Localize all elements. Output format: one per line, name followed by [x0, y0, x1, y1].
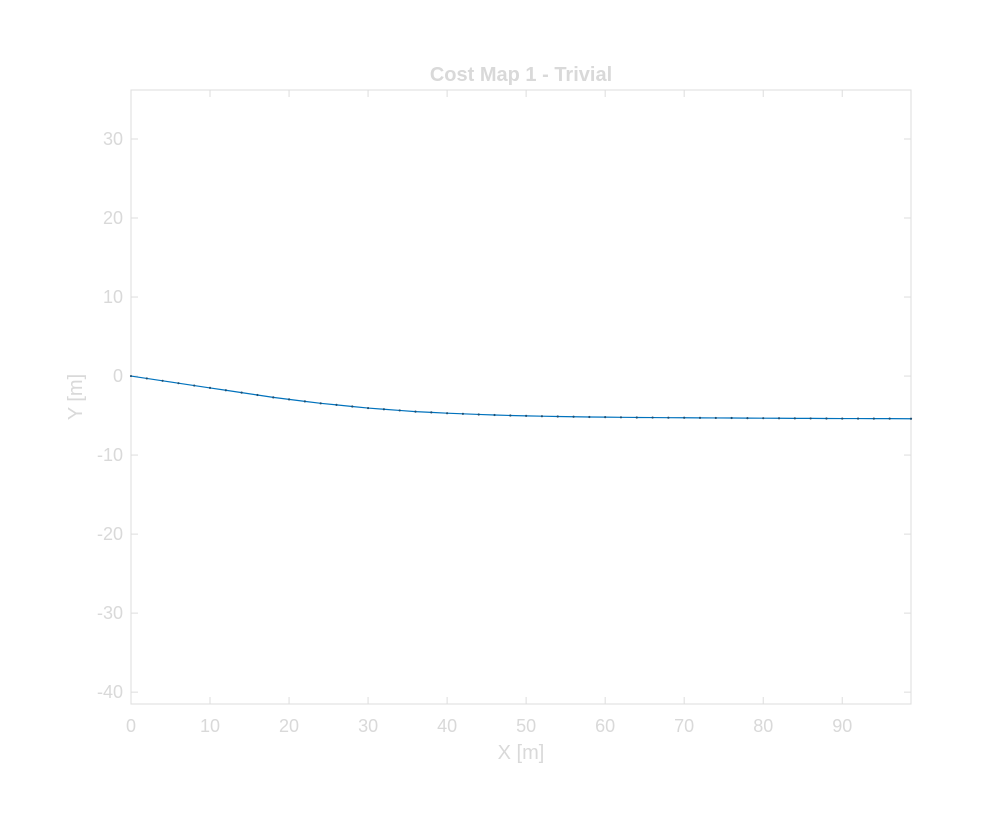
y-axis-label: Y [m] [65, 374, 87, 420]
data-point [208, 386, 212, 390]
data-point [525, 414, 528, 417]
data-point [777, 417, 781, 420]
x-tick-label: 30 [358, 716, 378, 736]
data-point [730, 416, 733, 420]
data-point [909, 417, 913, 420]
data-point [398, 409, 401, 412]
x-tick-label: 0 [126, 716, 136, 736]
data-point [366, 406, 370, 410]
data-point [193, 384, 196, 387]
y-tick-label: -20 [97, 524, 123, 544]
x-tick-label: 60 [595, 716, 615, 736]
data-point [651, 416, 654, 419]
data-point [493, 413, 496, 417]
axis-ticks [130, 90, 911, 704]
series-line [130, 375, 912, 420]
y-tick-label: 30 [103, 129, 123, 149]
data-point [414, 410, 417, 413]
data-point [540, 415, 544, 418]
y-tick-label: 0 [113, 366, 123, 386]
series-group [129, 374, 913, 420]
data-point [477, 413, 480, 416]
data-point [335, 403, 338, 407]
data-point [556, 415, 559, 418]
data-point [145, 377, 148, 380]
data-point [588, 415, 591, 419]
x-tick-label: 80 [753, 716, 773, 736]
data-point [746, 416, 749, 420]
data-point [461, 412, 465, 415]
data-point [430, 411, 433, 414]
data-point [635, 416, 638, 419]
x-tick-label: 70 [674, 716, 694, 736]
y-tick-label: -40 [97, 682, 123, 702]
chart-title: Cost Map 1 - Trivial [430, 64, 612, 86]
x-tick-label: 40 [437, 716, 457, 736]
data-point [240, 391, 243, 394]
data-point [762, 417, 765, 420]
data-point [256, 393, 259, 397]
data-point [856, 417, 860, 420]
data-point [809, 417, 812, 420]
data-point [604, 416, 607, 419]
data-point [509, 414, 512, 417]
x-tick-label: 10 [200, 716, 220, 736]
y-tick-label: 10 [103, 287, 123, 307]
data-point [161, 379, 164, 382]
data-point [572, 415, 575, 418]
data-point [714, 416, 717, 420]
plot-area [130, 89, 912, 705]
data-point [129, 374, 133, 378]
x-tick-label: 20 [279, 716, 299, 736]
data-point [224, 389, 227, 392]
data-point [272, 396, 275, 399]
data-point [382, 408, 385, 411]
data-point [287, 398, 291, 401]
data-point [319, 402, 322, 405]
data-point [793, 417, 796, 420]
x-tick-labels: 0 10 20 30 40 50 60 70 80 90 [126, 716, 852, 736]
data-point [446, 412, 449, 415]
data-point [841, 417, 844, 420]
x-tick-label: 50 [516, 716, 536, 736]
data-point [825, 417, 828, 420]
y-tick-label: -10 [97, 445, 123, 465]
data-point [667, 416, 670, 419]
x-axis-label: X [m] [498, 742, 545, 764]
data-point [177, 382, 180, 385]
y-tick-label: 20 [103, 208, 123, 228]
data-point [303, 400, 306, 403]
y-tick-label: -30 [97, 603, 123, 623]
x-tick-label: 90 [832, 716, 852, 736]
data-point [698, 416, 702, 419]
y-tick-labels: -40 -30 -20 -10 0 10 20 30 [97, 129, 123, 702]
data-point [872, 417, 875, 420]
data-point [683, 416, 686, 419]
data-point [619, 416, 623, 419]
data-point [351, 405, 354, 408]
data-point [888, 417, 891, 420]
